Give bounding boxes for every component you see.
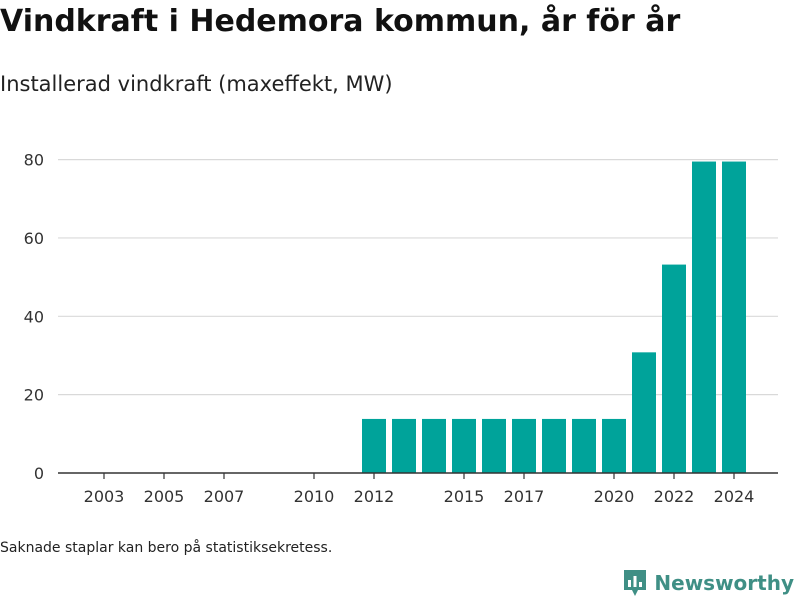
x-tick-label: 2017	[504, 487, 545, 506]
brand-logo: Newsworthy	[622, 568, 794, 598]
x-tick-label: 2005	[144, 487, 185, 506]
bar-2012	[362, 418, 386, 473]
bars	[362, 161, 746, 473]
y-tick-label: 40	[24, 307, 44, 326]
x-tick-label: 2010	[294, 487, 335, 506]
footnote: Saknade staplar kan bero på statistiksek…	[0, 540, 333, 556]
bar-2020	[602, 418, 626, 473]
bar-2018	[542, 418, 566, 473]
bar-2017	[512, 418, 536, 473]
x-tick-label: 2020	[594, 487, 635, 506]
bar-chart: 0 20 40 60 80 2003 2005 2007 2010 2012 2015 2017 202…	[24, 151, 778, 506]
bar-2015	[452, 418, 476, 473]
chart-subtitle: Installerad vindkraft (maxeffekt, MW)	[0, 72, 393, 96]
x-tick-label: 2024	[714, 487, 755, 506]
x-tick-label: 2007	[204, 487, 245, 506]
bar-2024	[722, 161, 746, 473]
y-tick-label: 60	[24, 229, 44, 248]
bar-2016	[482, 418, 506, 473]
bar-2013	[392, 418, 416, 473]
chart-title: Vindkraft i Hedemora kommun, år för år	[0, 4, 681, 39]
grid-lines	[58, 158, 778, 396]
x-tick-label: 2022	[654, 487, 695, 506]
newsworthy-logo-icon	[624, 570, 647, 596]
bar-2021	[632, 352, 656, 473]
x-tick-label: 2012	[354, 487, 395, 506]
y-tick-label: 80	[24, 151, 44, 170]
y-tick-label: 20	[24, 386, 44, 405]
bar-2022	[662, 264, 686, 473]
bar-2014	[422, 418, 446, 473]
x-tick-label: 2003	[84, 487, 125, 506]
bar-2023	[692, 161, 716, 473]
bar-2019	[572, 418, 596, 473]
x-tick-label: 2015	[444, 487, 485, 506]
axes: 0 20 40 60 80 2003 2005 2007 2010 2012 2015 2017 202…	[24, 151, 778, 506]
y-tick-label: 0	[34, 464, 44, 483]
brand-name: Newsworthy	[654, 571, 794, 595]
